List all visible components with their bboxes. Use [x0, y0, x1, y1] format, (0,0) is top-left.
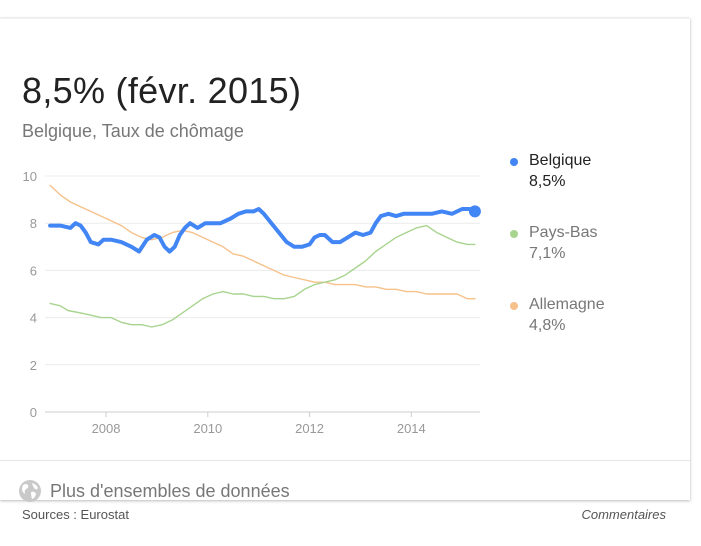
legend-dot-allemagne — [510, 302, 518, 310]
sources-text: Sources : Eurostat — [22, 507, 129, 522]
y-tick-label: 6 — [30, 263, 37, 278]
series-line-belgique — [48, 207, 477, 254]
legend-name-pays-bas: Pays-Bas — [529, 224, 598, 241]
comments-link[interactable]: Commentaires — [581, 507, 666, 522]
y-tick-label: 0 — [30, 405, 37, 420]
x-tick-label: 2012 — [295, 421, 324, 436]
unemployment-card: 8,5% (févr. 2015) Belgique, Taux de chôm… — [0, 18, 690, 502]
legend-dot-belgique — [510, 158, 518, 166]
unemployment-chart: 0 2 4 6 8 10 2008 2010 2012 2014 — [23, 169, 481, 436]
more-datasets-label: Plus d'ensembles de données — [50, 480, 290, 501]
legend-dot-pays-bas — [510, 230, 518, 238]
x-tick-label: 2008 — [92, 421, 121, 436]
legend-value-allemagne: 4,8% — [529, 317, 566, 334]
legend-name-allemagne: Allemagne — [529, 296, 605, 313]
y-tick-label: 8 — [30, 216, 37, 231]
x-tick-label: 2010 — [193, 421, 222, 436]
y-tick-label: 2 — [30, 358, 37, 373]
globe-icon — [19, 480, 41, 502]
headline-subtitle: Belgique, Taux de chômage — [22, 121, 244, 141]
legend-value-belgique: 8,5% — [529, 173, 566, 190]
legend-value-pays-bas: 7,1% — [529, 245, 566, 262]
more-datasets-link[interactable]: Plus d'ensembles de données — [18, 477, 290, 505]
card-top-border — [0, 18, 690, 19]
series-line-pays-bas — [49, 224, 476, 328]
series-line-allemagne — [49, 184, 476, 300]
x-tick-label: 2014 — [397, 421, 426, 436]
footer-divider — [0, 460, 690, 461]
headline-value: 8,5% (févr. 2015) — [22, 70, 302, 111]
y-tick-label: 10 — [23, 169, 37, 184]
legend-name-belgique: Belgique — [529, 152, 592, 169]
series-endpoint-belgique — [468, 205, 481, 218]
y-tick-label: 4 — [30, 311, 37, 326]
